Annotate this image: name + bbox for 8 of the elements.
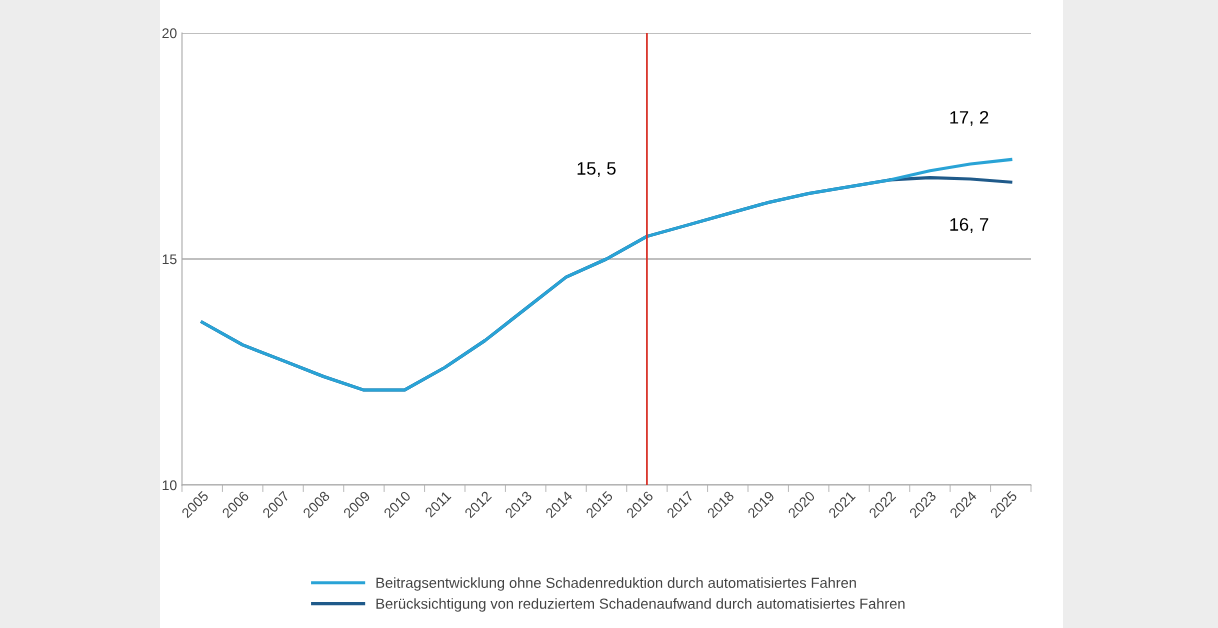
y-tick-label: 10 bbox=[162, 480, 177, 491]
annotation: 16, 7 bbox=[950, 218, 989, 233]
y-tick-label: 20 bbox=[162, 28, 177, 39]
legend-label: Beitragsentwicklung ohne Schadenreduktion durch automatisiertes Fahren bbox=[376, 577, 856, 591]
legend-label: Berücksichtigung von reduziertem Schadenaufwand durch automatisiertes Fahren bbox=[376, 598, 905, 612]
y-tick-label: 15 bbox=[162, 254, 177, 265]
annotation: 17, 2 bbox=[950, 110, 989, 126]
annotation: 15, 5 bbox=[577, 162, 616, 177]
